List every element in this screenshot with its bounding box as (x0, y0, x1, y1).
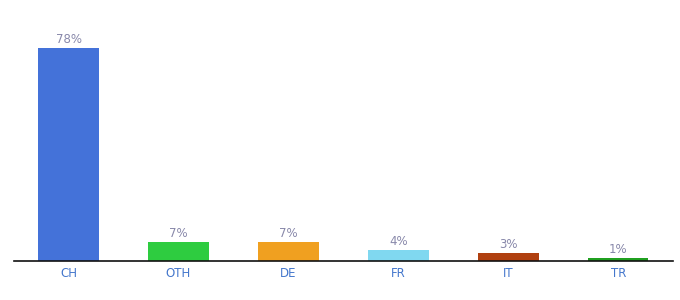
Bar (588, 258, 649, 261)
Text: 3%: 3% (499, 238, 517, 250)
Text: 7%: 7% (169, 227, 188, 240)
Bar (148, 242, 209, 261)
Bar (258, 242, 319, 261)
Bar (478, 253, 539, 261)
Bar (368, 250, 428, 261)
Text: 78%: 78% (56, 33, 82, 46)
Text: 7%: 7% (279, 227, 298, 240)
Text: 1%: 1% (609, 243, 628, 256)
Bar (38, 48, 99, 261)
Text: 4%: 4% (389, 235, 408, 248)
